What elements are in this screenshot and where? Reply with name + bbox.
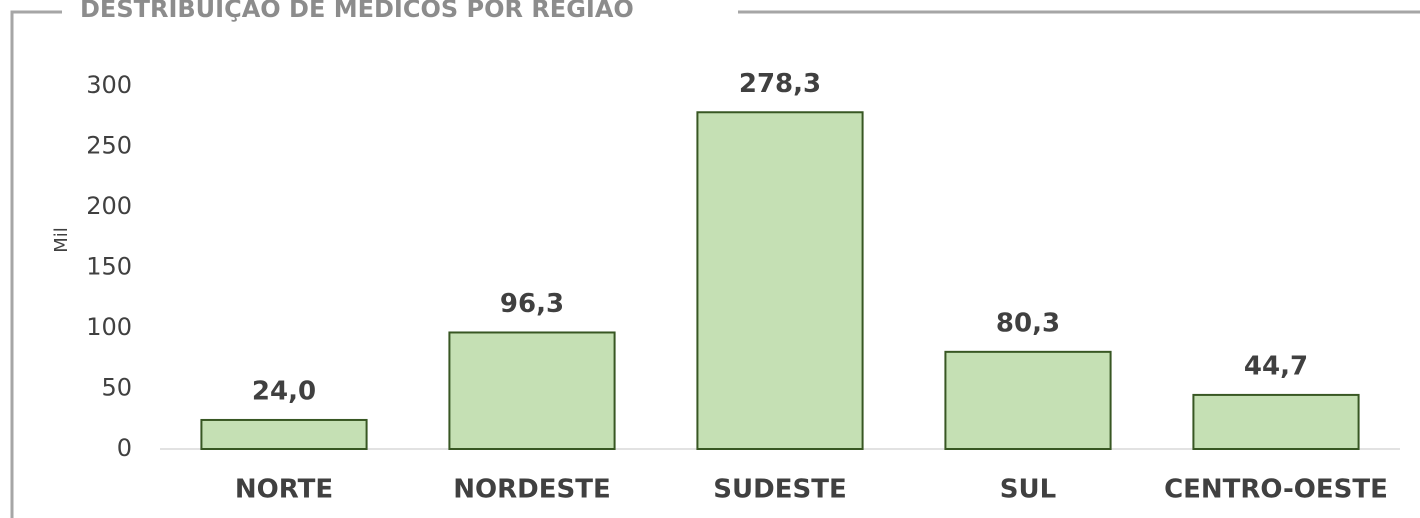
y-tick-label: 50 <box>101 374 132 402</box>
x-tick-label: SUL <box>1000 475 1056 505</box>
value-label: 80,3 <box>996 308 1060 338</box>
bar <box>200 418 368 450</box>
bar <box>448 331 616 450</box>
y-axis-label: Mil <box>51 227 72 253</box>
x-tick-label: CENTRO-OESTE <box>1164 475 1388 505</box>
y-tick-label: 100 <box>86 313 132 341</box>
frame <box>10 10 62 518</box>
x-tick-label: NORDESTE <box>453 475 610 505</box>
value-label: 96,3 <box>500 289 564 319</box>
y-tick-label: 0 <box>117 434 132 462</box>
y-tick-label: 200 <box>86 192 132 220</box>
bar <box>944 350 1112 451</box>
y-tick-label: 250 <box>86 132 132 160</box>
y-tick-label: 300 <box>86 71 132 99</box>
value-label: 278,3 <box>739 69 821 99</box>
value-label: 24,0 <box>252 376 316 406</box>
x-tick-label: SUDESTE <box>713 475 846 505</box>
y-tick-label: 150 <box>86 253 132 281</box>
chart-title: DESTRIBUIÇÃO DE MÉDICOS POR REGIÃO <box>80 0 634 23</box>
bar <box>696 111 864 451</box>
bar <box>1192 393 1360 450</box>
x-tick-label: NORTE <box>235 475 333 505</box>
value-label: 44,7 <box>1244 351 1308 381</box>
